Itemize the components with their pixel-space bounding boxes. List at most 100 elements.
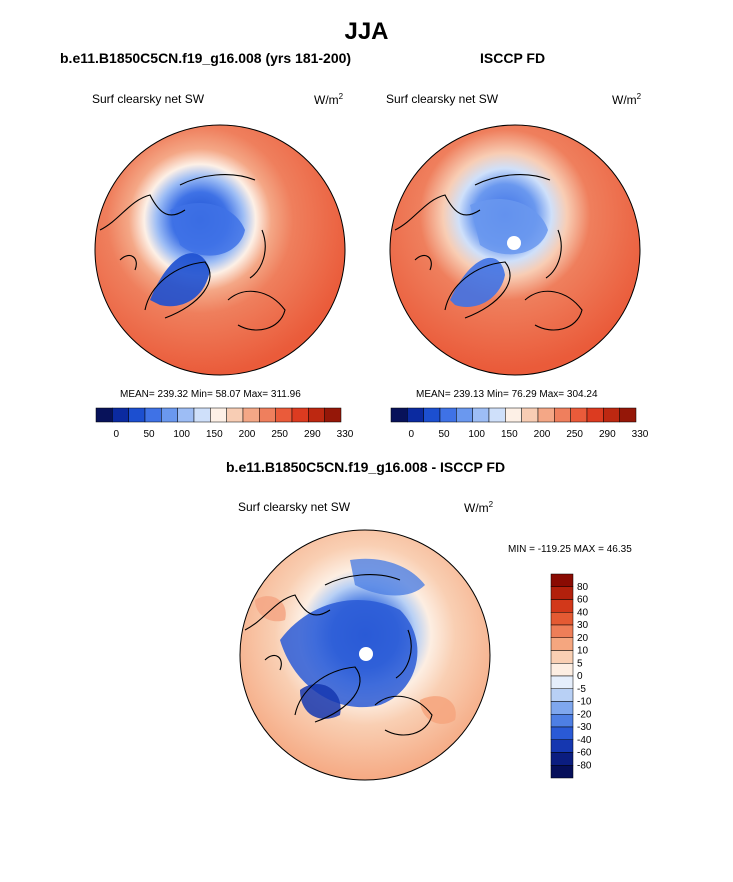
colorbar-swatch: [226, 407, 244, 423]
colorbar-swatch: [550, 765, 574, 779]
pole-hole: [359, 647, 373, 661]
colorbar-tick-label: 20: [577, 633, 589, 644]
colorbar-swatch: [521, 407, 539, 423]
colorbar-swatch: [505, 407, 522, 423]
colorbar-tick-label: 200: [534, 429, 551, 440]
panel2-header: ISCCP FD: [480, 50, 546, 66]
panel2-variable-label: Surf clearsky net SW: [386, 92, 499, 106]
colorbar-swatch: [550, 637, 574, 651]
colorbar-tick-label: 0: [577, 671, 583, 682]
panel2-unit: W/m2: [612, 92, 642, 107]
colorbar-swatch: [550, 599, 574, 613]
colorbar-swatch: [275, 407, 293, 423]
polar-map-difference: [239, 529, 491, 781]
colorbar-swatch: [550, 573, 574, 587]
colorbar-swatch: [390, 407, 408, 423]
coastline-outline: [99, 174, 286, 331]
colorbar-swatch: [550, 701, 574, 715]
colorbar-swatch: [472, 407, 490, 423]
colorbar-swatch: [308, 407, 325, 423]
colorbar-swatch: [193, 407, 211, 423]
panel3-unit: W/m2: [464, 500, 494, 515]
colorbar-swatch: [128, 407, 146, 423]
colorbar-swatch: [324, 407, 342, 423]
colorbar-swatch: [144, 407, 162, 423]
colorbar-swatch: [550, 726, 574, 740]
colorbar-tick-label: 0: [114, 429, 120, 440]
colorbar-swatch: [95, 407, 113, 423]
colorbar-tick-label: -5: [577, 684, 586, 695]
colorbar-swatch: [550, 688, 574, 702]
colorbar-swatch: [407, 407, 424, 423]
colorbar-swatch: [456, 407, 473, 423]
coastline-outline: [244, 574, 433, 736]
colorbar-tick-label: -80: [577, 760, 592, 771]
colorbar-tick-label: 250: [271, 429, 288, 440]
colorbar-tick-label: 30: [577, 620, 589, 631]
colorbar-tick-label: 200: [239, 429, 256, 440]
colorbar-swatch: [554, 407, 571, 423]
colorbar-swatch: [550, 714, 574, 728]
colorbar-swatch: [177, 407, 195, 423]
colorbar-tick-label: 150: [206, 429, 223, 440]
colorbar-swatch: [570, 407, 588, 423]
pole-hole: [507, 236, 521, 250]
colorbar-swatch: [423, 407, 441, 423]
colorbar-swatch: [550, 675, 574, 689]
figure-title: JJA: [344, 18, 389, 45]
coastline-outline: [394, 174, 583, 331]
colorbar-tick-label: 0: [409, 429, 415, 440]
colorbar-tick-label: -10: [577, 697, 592, 708]
colorbar-swatch: [259, 407, 276, 423]
colorbar-swatch: [586, 407, 604, 423]
colorbar-swatch: [161, 407, 178, 423]
colorbar-swatch: [537, 407, 555, 423]
panel1-variable-label: Surf clearsky net SW: [92, 92, 205, 106]
colorbar-tick-label: 80: [577, 582, 589, 593]
colorbar-tick-label: 100: [468, 429, 485, 440]
polar-map-observations: [389, 124, 641, 376]
panel3-variable-label: Surf clearsky net SW: [238, 500, 351, 514]
colorbar-tick-label: 50: [438, 429, 450, 440]
colorbar-tick-label: 330: [632, 429, 649, 440]
colorbar-swatch: [291, 407, 309, 423]
colorbar-swatch: [550, 650, 574, 664]
colorbar-swatch: [210, 407, 227, 423]
colorbar-tick-label: 290: [304, 429, 321, 440]
panel1-unit: W/m2: [314, 92, 344, 107]
colorbar-model: 0 50 100 150 200 250 290 330: [95, 407, 354, 440]
colorbar-tick-label: -20: [577, 709, 592, 720]
panel1-stats: MEAN= 239.32 Min= 58.07 Max= 311.96: [120, 389, 301, 400]
colorbar-tick-label: 250: [566, 429, 583, 440]
colorbar-tick-label: 50: [143, 429, 155, 440]
colorbar-tick-label: 60: [577, 595, 589, 606]
colorbar-swatch: [242, 407, 260, 423]
colorbar-tick-label: 40: [577, 607, 589, 618]
colorbar-tick-label: -30: [577, 722, 592, 733]
panel3-stats: MIN = -119.25 MAX = 46.35: [508, 544, 632, 555]
colorbar-observations: 0 50 100 150 200 250 290 330: [390, 407, 649, 440]
colorbar-swatch: [439, 407, 457, 423]
colorbar-tick-label: 330: [337, 429, 354, 440]
colorbar-swatch: [550, 752, 574, 766]
colorbar-tick-label: 5: [577, 658, 583, 669]
colorbar-tick-label: 150: [501, 429, 518, 440]
colorbar-tick-label: 100: [173, 429, 190, 440]
colorbar-tick-label: 10: [577, 646, 589, 657]
panel3-header: b.e11.B1850C5CN.f19_g16.008 - ISCCP FD: [226, 459, 506, 475]
panel1-header: b.e11.B1850C5CN.f19_g16.008 (yrs 181-200…: [60, 50, 352, 66]
colorbar-swatch: [550, 663, 574, 677]
colorbar-swatch: [550, 624, 574, 638]
colorbar-tick-label: 290: [599, 429, 616, 440]
polar-map-model: [94, 124, 346, 376]
colorbar-swatch: [603, 407, 620, 423]
colorbar-swatch: [550, 612, 574, 626]
colorbar-tick-label: -40: [577, 735, 592, 746]
panel2-stats: MEAN= 239.13 Min= 76.29 Max= 304.24: [416, 389, 598, 400]
colorbar-swatch: [550, 739, 574, 753]
colorbar-tick-label: -60: [577, 748, 592, 759]
colorbar-swatch: [619, 407, 637, 423]
colorbar-swatch: [112, 407, 129, 423]
